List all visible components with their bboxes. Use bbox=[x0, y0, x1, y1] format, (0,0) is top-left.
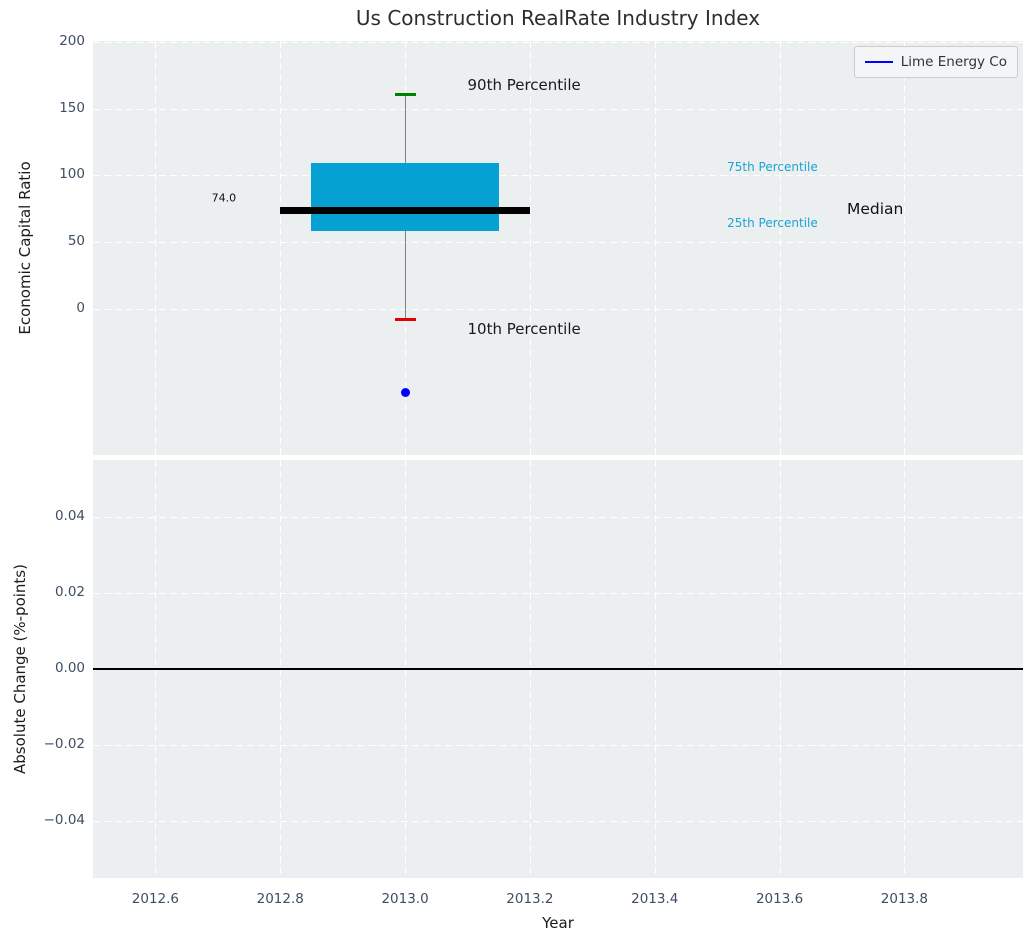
y-tick-label: −0.04 bbox=[43, 812, 85, 828]
gridline-horizontal bbox=[93, 42, 1023, 44]
x-axis-label: Year bbox=[542, 914, 574, 932]
chart-title: Us Construction RealRate Industry Index bbox=[355, 6, 761, 30]
bottom-y-axis-label: Absolute Change (%-points) bbox=[11, 564, 29, 774]
annotation-label: 25th Percentile bbox=[727, 216, 818, 231]
y-tick-label: 150 bbox=[59, 99, 85, 116]
x-tick-label: 2013.6 bbox=[755, 891, 804, 907]
x-tick-label: 2013.8 bbox=[880, 891, 929, 907]
x-tick-label: 2012.8 bbox=[256, 891, 304, 907]
gridline-horizontal bbox=[93, 308, 1023, 310]
y-tick-label: 0 bbox=[76, 299, 85, 316]
x-tick-label: 2012.6 bbox=[131, 891, 180, 907]
gridline-vertical bbox=[280, 41, 282, 455]
gridline-horizontal bbox=[93, 593, 1023, 594]
gridline-horizontal bbox=[93, 745, 1023, 746]
y-tick-label: 0.04 bbox=[54, 508, 85, 524]
iqr-box bbox=[311, 163, 499, 231]
gridline-horizontal bbox=[93, 242, 1023, 243]
company-point bbox=[400, 387, 410, 397]
y-tick-label: 50 bbox=[67, 233, 85, 249]
x-tick-label: 2013.4 bbox=[631, 891, 679, 907]
bottom-plot-area bbox=[93, 460, 1023, 878]
y-tick-label: 100 bbox=[59, 166, 85, 183]
annotation-label: 74.0 bbox=[211, 191, 237, 205]
legend-label: Lime Energy Co bbox=[900, 54, 1007, 70]
whisker-cap-90th bbox=[394, 92, 416, 96]
legend-line-icon bbox=[864, 61, 893, 63]
annotation-label: 75th Percentile bbox=[727, 160, 818, 175]
x-tick-label: 2013.2 bbox=[506, 891, 554, 907]
gridline-horizontal bbox=[93, 821, 1023, 822]
annotation-label: 90th Percentile bbox=[467, 75, 581, 94]
whisker-cap-10th bbox=[394, 317, 416, 321]
gridline-horizontal bbox=[93, 517, 1023, 518]
annotation-label: Median bbox=[846, 200, 904, 219]
annotation-label: 10th Percentile bbox=[467, 319, 581, 338]
y-tick-label: −0.02 bbox=[43, 736, 85, 752]
gridline-vertical bbox=[779, 41, 781, 455]
median-line bbox=[280, 206, 530, 214]
y-tick-label: 0.00 bbox=[54, 660, 85, 676]
y-tick-label: 200 bbox=[59, 33, 85, 50]
gridline-horizontal bbox=[93, 108, 1023, 110]
gridline-vertical bbox=[654, 41, 656, 455]
y-tick-label: 0.02 bbox=[54, 584, 85, 600]
top-plot-area: 90th Percentile 10th Percentile 75th Perce… bbox=[93, 41, 1023, 455]
gridline-horizontal bbox=[93, 175, 1023, 177]
gridline-vertical bbox=[529, 41, 531, 455]
top-y-axis-label: Economic Capital Ratio bbox=[16, 161, 34, 335]
gridline-vertical bbox=[904, 41, 906, 455]
x-tick-label: 2013.0 bbox=[381, 891, 429, 907]
zero-reference-line bbox=[93, 668, 1023, 670]
legend: Lime Energy Co bbox=[853, 46, 1018, 78]
gridline-vertical bbox=[155, 41, 157, 455]
